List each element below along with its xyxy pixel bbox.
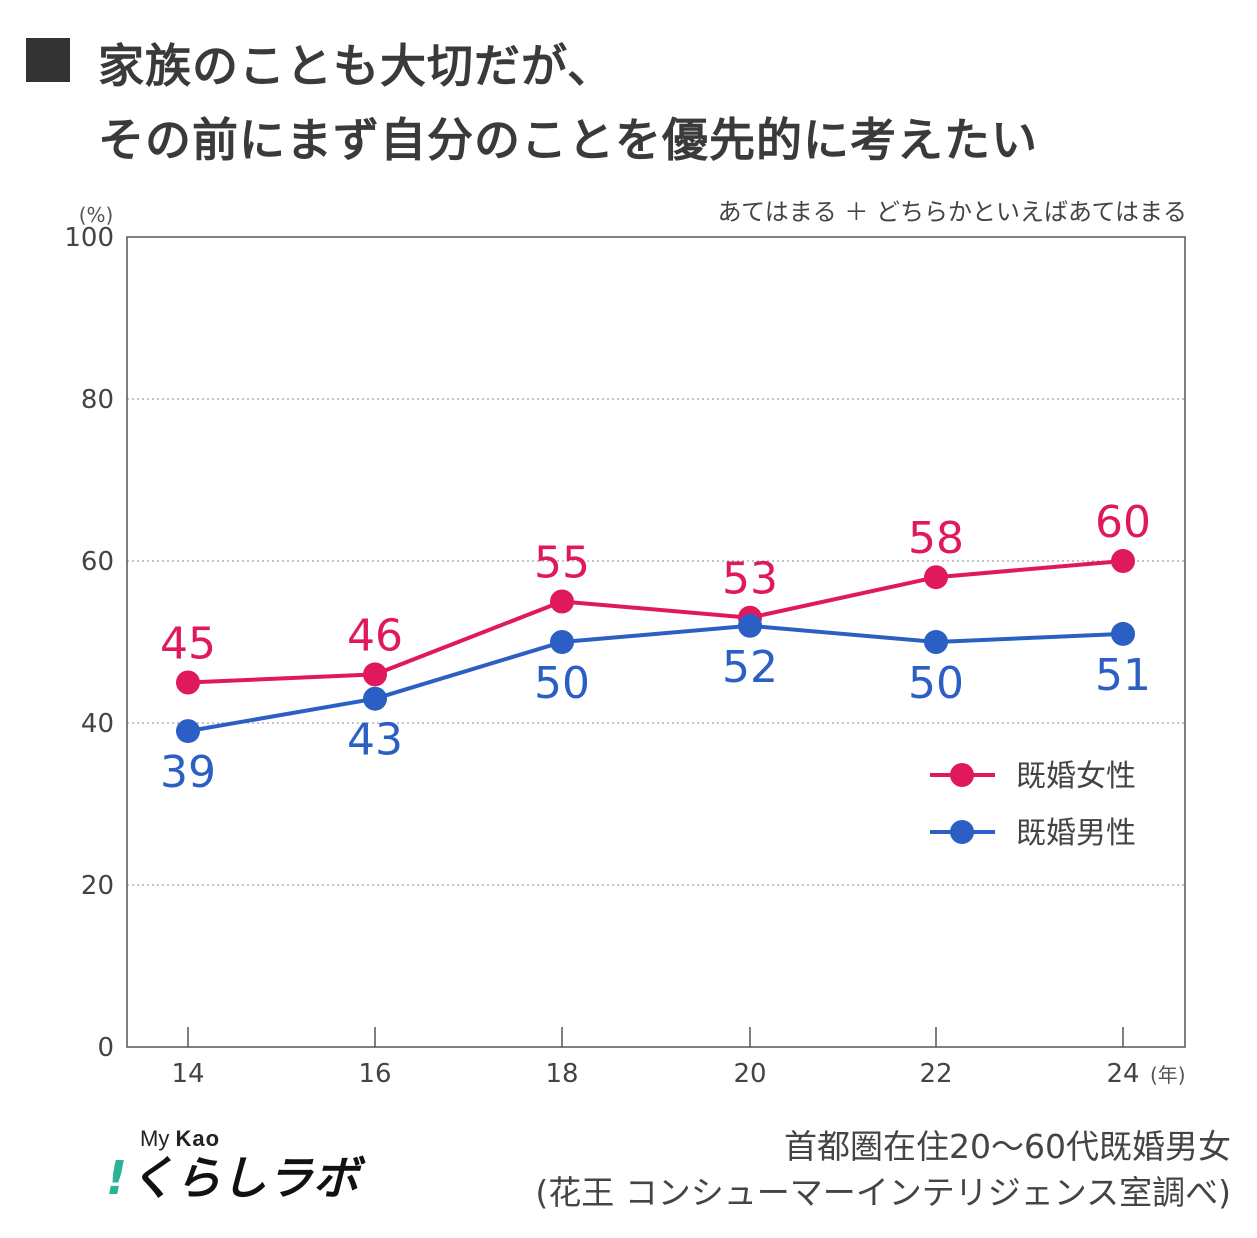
- logo-prefix: My: [140, 1126, 170, 1151]
- title-line-2: その前にまず自分のことを優先的に考えたい: [98, 113, 1038, 167]
- data-point-0-18: [550, 589, 574, 614]
- series-line-0: [187, 559, 1124, 685]
- x-tick-label-20: 20: [733, 1059, 766, 1089]
- y-tick-label-80: 80: [81, 385, 114, 415]
- data-point-0-16: [363, 662, 387, 687]
- data-label-women-20: 53: [722, 554, 778, 605]
- data-label-women-22: 58: [908, 513, 964, 564]
- data-point-0-22: [924, 565, 948, 590]
- logo-mark: !: [106, 1151, 127, 1205]
- kurashi-labo-logo: My Kao ! くらしラボ: [106, 1126, 359, 1204]
- logo-name: くらしラボ: [128, 1151, 359, 1205]
- data-label-men-20: 52: [722, 642, 778, 693]
- data-label-women-18: 55: [534, 538, 590, 589]
- data-label-men-22: 50: [908, 658, 964, 709]
- x-tick-label-16: 16: [358, 1059, 391, 1089]
- x-tick-label-18: 18: [545, 1059, 578, 1089]
- y-tick-label-40: 40: [81, 709, 114, 739]
- data-point-1-20: [738, 613, 762, 638]
- logo-brand: Kao: [175, 1126, 221, 1151]
- axes: 0 20 40 60 80 100(%) 14 16 18 20 22 24 (年): [64, 203, 1185, 1089]
- x-tick-label-24: 24: [1106, 1059, 1139, 1089]
- data-label-men-14: 39: [160, 747, 216, 798]
- x-tick-label-14: 14: [171, 1059, 204, 1089]
- y-tick-label-100: 100: [64, 223, 114, 253]
- data-point-1-16: [363, 686, 387, 711]
- data-point-1-22: [924, 630, 948, 654]
- data-point-0-24: [1111, 549, 1135, 573]
- x-tick-label-22: 22: [919, 1059, 952, 1089]
- data-label-men-18: 50: [534, 658, 590, 709]
- logo-main-text: ! くらしラボ: [106, 1152, 359, 1204]
- y-axis-unit: (%): [79, 203, 114, 227]
- data-point-1-18: [550, 630, 574, 654]
- data-point-1-24: [1111, 621, 1135, 646]
- data-label-men-24: 51: [1095, 650, 1151, 701]
- y-tick-label-20: 20: [81, 871, 114, 901]
- series-line-1: [187, 623, 1124, 734]
- legend-label-0: 既婚女性: [1016, 759, 1136, 794]
- data-labels: 45 46 55 53 58 60 39 43 50 52 50 51: [160, 497, 1151, 798]
- plot-frame: [126, 236, 1186, 1048]
- y-tick-label-0: 0: [97, 1033, 114, 1063]
- title-line-1: 家族のことも大切だが、: [98, 39, 615, 93]
- y-tick-label-60: 60: [81, 547, 114, 577]
- data-label-men-16: 43: [347, 715, 403, 766]
- footer-note: 首都圏在住20～60代既婚男女 (花王 コンシューマーインテリジェンス室調べ): [535, 1124, 1231, 1216]
- grid-lines: [127, 398, 1185, 886]
- legend-marker-0: [950, 763, 974, 787]
- data-label-women-24: 60: [1095, 497, 1151, 548]
- series: [176, 549, 1135, 744]
- data-point-0-14: [176, 670, 200, 695]
- data-label-women-16: 46: [347, 610, 403, 661]
- title-square-icon: [26, 38, 70, 82]
- data-point-1-14: [176, 719, 200, 744]
- chart-subtitle: あてはまる ＋ どちらかといえばあてはまる: [717, 198, 1187, 226]
- x-axis-unit: (年): [1150, 1063, 1186, 1087]
- footer-line-1: 首都圏在住20～60代既婚男女: [784, 1127, 1231, 1166]
- legend-label-1: 既婚男性: [1016, 816, 1136, 851]
- footer-line-2: (花王 コンシューマーインテリジェンス室調べ): [535, 1173, 1231, 1212]
- data-label-women-14: 45: [160, 619, 216, 670]
- logo-top-text: My Kao: [106, 1126, 359, 1152]
- legend-marker-1: [950, 820, 974, 844]
